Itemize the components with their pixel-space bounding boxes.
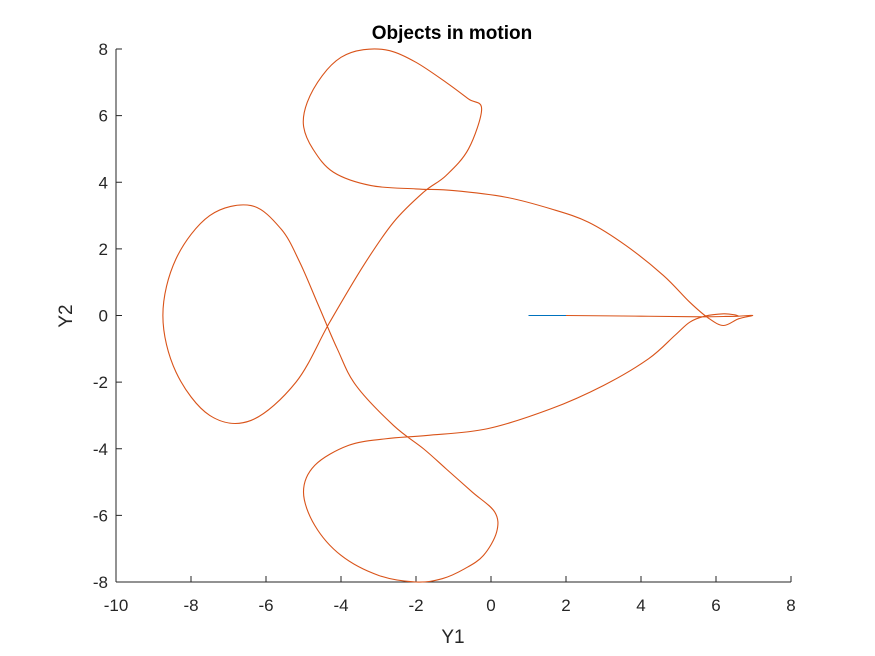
x-tick-label: 0 <box>486 596 495 615</box>
x-tick-label: -8 <box>183 596 198 615</box>
y-tick-label: 2 <box>99 240 108 259</box>
x-tick-label: -6 <box>258 596 273 615</box>
y-tick-label: 6 <box>99 107 108 126</box>
y-tick-label: -6 <box>93 506 108 525</box>
plot-area <box>115 49 791 583</box>
x-tick-label: 8 <box>786 596 795 615</box>
y-axis-label: Y2 <box>56 304 77 327</box>
x-axis-label: Y1 <box>441 627 464 648</box>
y-tick-label: 4 <box>99 173 108 192</box>
y-tick-label: 0 <box>99 307 108 326</box>
x-tick-label: 4 <box>636 596 645 615</box>
y-ticks: -8 -6 -4 -2 0 2 4 6 8 <box>93 40 122 592</box>
x-ticks: -10 -8 -6 -4 -2 0 2 4 6 8 <box>104 576 796 615</box>
x-tick-label: -4 <box>333 596 348 615</box>
y-tick-label: -8 <box>93 573 108 592</box>
series-line-2 <box>162 48 754 583</box>
x-tick-label: -2 <box>408 596 423 615</box>
series-layer <box>162 48 754 583</box>
y-tick-label: -2 <box>93 373 108 392</box>
y-tick-label: -4 <box>93 440 108 459</box>
x-tick-label: -10 <box>104 596 129 615</box>
chart-title: Objects in motion <box>372 23 532 44</box>
x-tick-label: 2 <box>561 596 570 615</box>
x-tick-label: 6 <box>711 596 720 615</box>
y-tick-label: 8 <box>99 40 108 59</box>
